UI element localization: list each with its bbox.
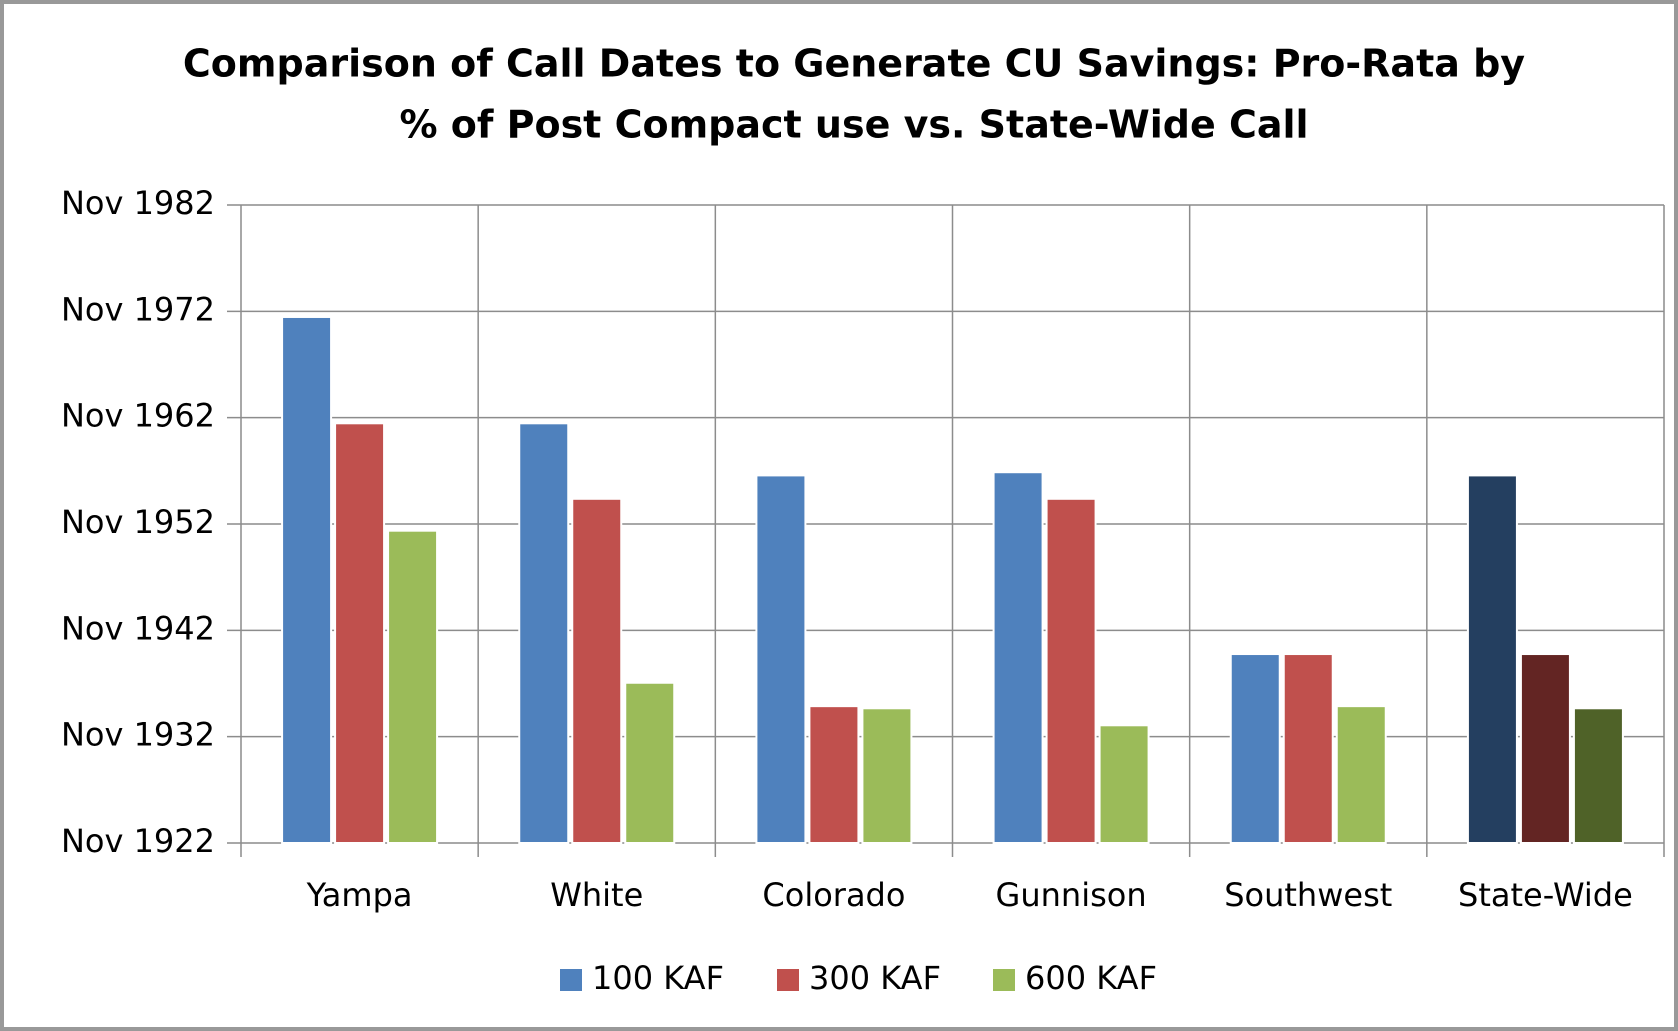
legend-label: 300 KAF	[809, 959, 941, 997]
legend-label: 600 KAF	[1025, 959, 1157, 997]
y-tick-label: Nov 1982	[61, 184, 215, 222]
bar	[334, 422, 386, 844]
legend-swatch	[993, 969, 1015, 991]
bar	[1335, 705, 1387, 844]
bar	[624, 681, 676, 845]
bar	[1229, 653, 1281, 844]
bar	[571, 497, 623, 844]
bar	[992, 471, 1044, 844]
x-tick-label: Colorado	[762, 876, 905, 914]
bar	[755, 474, 807, 844]
bar	[1572, 707, 1624, 845]
bar	[281, 315, 333, 844]
chart-title: Comparison of Call Dates to Generate CU …	[183, 42, 1525, 86]
chart-title: % of Post Compact use vs. State-Wide Cal…	[399, 103, 1308, 147]
legend-label: 100 KAF	[592, 959, 724, 997]
x-tick-label: Southwest	[1224, 876, 1392, 914]
y-tick-label: Nov 1972	[61, 290, 215, 328]
x-tick-label: White	[550, 876, 643, 914]
x-tick-label: State-Wide	[1458, 876, 1633, 914]
bar	[518, 422, 570, 844]
legend-swatch	[560, 969, 582, 991]
bar	[808, 705, 860, 844]
bar	[1519, 653, 1571, 844]
x-tick-label: Gunnison	[996, 876, 1147, 914]
x-tick-label: Yampa	[306, 876, 413, 914]
bar	[1466, 474, 1518, 844]
y-tick-label: Nov 1922	[61, 822, 215, 860]
y-tick-label: Nov 1962	[61, 397, 215, 435]
y-tick-label: Nov 1942	[61, 609, 215, 647]
bar	[387, 529, 439, 844]
bar	[1045, 497, 1097, 844]
legend-swatch	[777, 969, 799, 991]
bar	[1282, 653, 1334, 844]
y-tick-label: Nov 1952	[61, 503, 215, 541]
y-tick-label: Nov 1932	[61, 716, 215, 754]
bar	[1098, 724, 1150, 844]
bar	[861, 707, 913, 845]
